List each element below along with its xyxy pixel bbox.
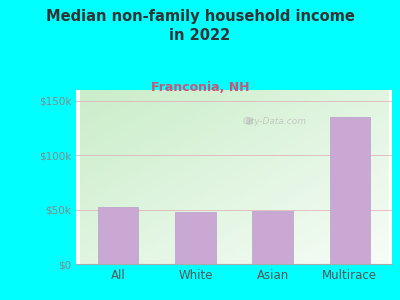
- Bar: [98, 208, 138, 264]
- Text: ●: ●: [244, 116, 252, 126]
- Bar: [252, 211, 292, 264]
- Bar: [176, 212, 216, 264]
- Text: City-Data.com: City-Data.com: [243, 117, 307, 126]
- Text: Median non-family household income
in 2022: Median non-family household income in 20…: [46, 9, 354, 43]
- Text: Franconia, NH: Franconia, NH: [151, 81, 249, 94]
- Bar: [330, 117, 370, 264]
